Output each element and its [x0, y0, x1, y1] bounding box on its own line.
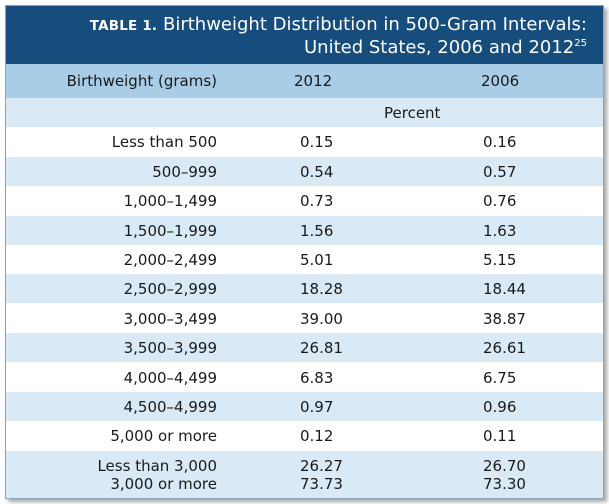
column-header-row: Birthweight (grams) 2012 2006 [6, 64, 603, 98]
header-2006: 2006 [481, 72, 520, 90]
row-label: 5,000 or more [110, 426, 217, 445]
summary-label: Less than 3,000 [97, 456, 217, 475]
table-number-label: TABLE 1. [89, 18, 158, 34]
table-row: 4,500–4,999 0.97 0.96 [6, 392, 603, 421]
header-2012: 2012 [294, 72, 333, 90]
value-2012: 0.73 [300, 191, 334, 210]
table-row: 2,500–2,999 18.28 18.44 [6, 274, 603, 303]
row-label: 500–999 [152, 162, 217, 181]
row-label: 4,000–4,499 [123, 368, 217, 387]
value-2006: 0.11 [483, 426, 517, 445]
value-2006: 0.16 [483, 132, 517, 151]
value-2012: 0.54 [300, 162, 334, 181]
table-row: 1,000–1,499 0.73 0.76 [6, 186, 603, 215]
summary-value-2006: 26.70 [483, 456, 526, 475]
birthweight-table: TABLE 1. Birthweight Distribution in 500… [5, 5, 604, 499]
table-title-text-1: Birthweight Distribution in 500-Gram Int… [162, 14, 587, 35]
unit-row: Percent [6, 98, 603, 127]
value-2012: 39.00 [300, 309, 343, 328]
value-2006: 0.96 [483, 397, 517, 416]
row-label: 1,000–1,499 [123, 191, 217, 210]
row-label: 2,000–2,499 [123, 250, 217, 269]
summary-value-2012: 73.73 [300, 474, 343, 493]
value-2006: 38.87 [483, 309, 526, 328]
summary-value-2012: 26.27 [300, 456, 343, 475]
row-label: 3,000–3,499 [123, 309, 217, 328]
table-row: 500–999 0.54 0.57 [6, 157, 603, 186]
value-2006: 5.15 [483, 250, 517, 269]
value-2006: 0.76 [483, 191, 517, 210]
value-2012: 1.56 [300, 221, 334, 240]
value-2012: 0.12 [300, 426, 334, 445]
row-label: 1,500–1,999 [123, 221, 217, 240]
table-title-text-2: United States, 2006 and 2012 [304, 37, 575, 58]
table-row: Less than 500 0.15 0.16 [6, 127, 603, 156]
summary-label: 3,000 or more [110, 474, 217, 493]
table-row: 1,500–1,999 1.56 1.63 [6, 216, 603, 245]
header-birthweight: Birthweight (grams) [66, 72, 217, 90]
value-2006: 6.75 [483, 368, 517, 387]
table-title-line-1: TABLE 1. Birthweight Distribution in 500… [6, 14, 587, 37]
table-title-line-2: United States, 2006 and 201225 [6, 37, 587, 59]
table-title: TABLE 1. Birthweight Distribution in 500… [6, 6, 603, 64]
value-2006: 1.63 [483, 221, 517, 240]
reference-superscript: 25 [574, 38, 587, 49]
value-2012: 18.28 [300, 279, 343, 298]
summary-value-2006: 73.30 [483, 474, 526, 493]
row-label: 4,500–4,999 [123, 397, 217, 416]
summary-value-2006-group: 26.70 73.30 [483, 451, 593, 498]
value-2006: 18.44 [483, 279, 526, 298]
value-2006: 0.57 [483, 162, 517, 181]
table-row: 2,000–2,499 5.01 5.15 [6, 245, 603, 274]
value-2012: 5.01 [300, 250, 334, 269]
summary-rows: Less than 3,000 3,000 or more 26.27 73.73 26… [6, 451, 603, 498]
row-label: Less than 500 [111, 132, 217, 151]
value-2012: 26.81 [300, 338, 343, 357]
table-row: 3,500–3,999 26.81 26.61 [6, 333, 603, 362]
unit-label: Percent [384, 103, 441, 122]
summary-value-2012-group: 26.27 73.73 [300, 451, 420, 498]
table-row: 4,000–4,499 6.83 6.75 [6, 363, 603, 392]
value-2012: 6.83 [300, 368, 334, 387]
value-2012: 0.15 [300, 132, 334, 151]
row-label: 2,500–2,999 [123, 279, 217, 298]
table-row: 5,000 or more 0.12 0.11 [6, 421, 603, 450]
value-2012: 0.97 [300, 397, 334, 416]
row-label: 3,500–3,999 [123, 338, 217, 357]
summary-label-group: Less than 3,000 3,000 or more [6, 451, 217, 498]
value-2006: 26.61 [483, 338, 526, 357]
table-row: 3,000–3,499 39.00 38.87 [6, 304, 603, 333]
